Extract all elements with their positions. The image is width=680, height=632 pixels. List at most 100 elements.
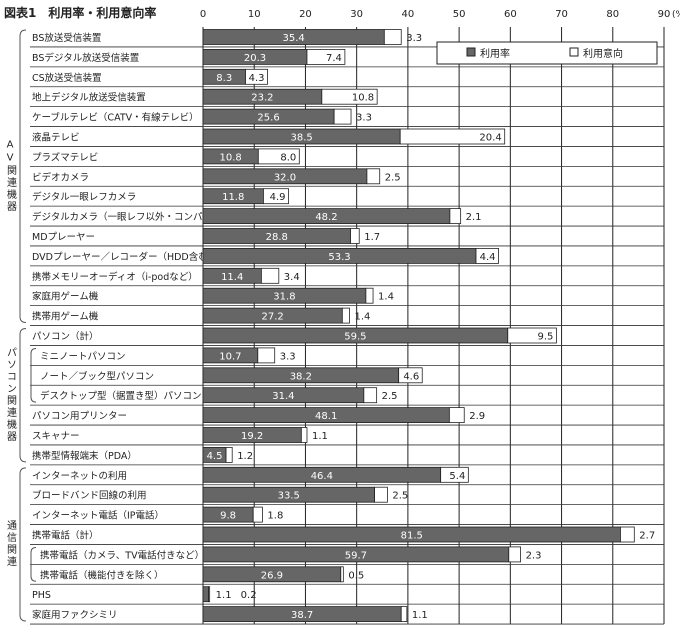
category-label: パソコン用プリンター — [32, 411, 127, 422]
intent-value-label: 10.8 — [352, 93, 374, 104]
use-value-label: 32.0 — [274, 172, 296, 183]
category-label: 携帯電話（計） — [32, 530, 99, 542]
use-value-label: 59.5 — [344, 332, 366, 343]
bar-intent — [383, 29, 402, 45]
intent-value-label: 0.2 — [241, 590, 257, 601]
bar-intent — [400, 606, 408, 622]
legend-label-use: 利用率 — [480, 47, 510, 60]
use-value-label: 48.2 — [315, 212, 337, 223]
legend-swatch-intent — [569, 47, 579, 57]
use-value-label: 19.2 — [241, 431, 263, 442]
use-value-label: 48.1 — [315, 411, 337, 422]
category-label: インターネット電話（IP電話） — [32, 510, 164, 522]
intent-value-label: 3.4 — [284, 272, 300, 283]
category-label: PHS — [32, 590, 51, 601]
subgroup-bracket — [30, 347, 37, 403]
category-label: ミニノートパソコン — [40, 351, 126, 362]
group-bracket — [19, 29, 27, 324]
bar-intent — [366, 168, 381, 185]
category-label: ブロードバンド回線の利用 — [32, 490, 146, 502]
category-label: デジタルカメラ（一眼レフ以外・コンパクト） — [32, 211, 231, 223]
intent-value-label: 3.3 — [406, 33, 422, 44]
bar-intent — [363, 387, 378, 404]
intent-value-label: 5.4 — [449, 471, 465, 482]
category-label: CS放送受信装置 — [32, 72, 102, 84]
use-value-label: 59.7 — [345, 550, 367, 561]
use-value-label: 31.8 — [273, 292, 295, 303]
intent-value-label: 2.5 — [385, 172, 401, 183]
bar-intent — [252, 506, 263, 523]
bar-intent — [321, 88, 378, 105]
category-label: MDプレーヤー — [32, 232, 95, 243]
group-label: 通信関連 — [5, 520, 17, 568]
bar-intent — [208, 586, 211, 603]
bar-intent — [399, 128, 506, 145]
category-label: 家庭用ファクシミリ — [32, 609, 118, 621]
bar-intent — [620, 526, 635, 543]
x-tick-label: 0 — [200, 9, 206, 20]
intent-value-label: 2.5 — [392, 491, 408, 502]
intent-value-label: 2.3 — [526, 550, 542, 561]
intent-value-label: 0.5 — [348, 570, 364, 581]
intent-value-label: 4.4 — [480, 252, 496, 263]
use-value-label: 1.1 — [216, 590, 232, 601]
intent-value-label: 20.4 — [479, 133, 501, 144]
bar-intent — [508, 546, 521, 563]
use-value-label: 35.4 — [283, 33, 305, 44]
intent-value-label: 8.0 — [280, 152, 296, 163]
x-tick-label: 50 — [453, 9, 466, 20]
bar-intent — [263, 188, 289, 205]
bar-intent — [341, 307, 350, 324]
intent-value-label: 2.5 — [382, 391, 398, 402]
intent-value-label: 4.3 — [249, 73, 265, 84]
use-value-label: 25.6 — [257, 113, 279, 124]
x-tick-label: 30 — [350, 9, 363, 20]
group-label: AV関連機器 — [5, 139, 17, 213]
category-label: デジタル一眼レフカメラ — [32, 191, 136, 203]
use-value-label: 33.5 — [278, 491, 300, 502]
bar-intent — [245, 68, 268, 85]
intent-value-label: 2.7 — [639, 531, 655, 542]
x-tick-label: 20 — [299, 9, 312, 20]
use-value-label: 11.4 — [221, 272, 243, 283]
category-label: パソコン（計） — [32, 331, 99, 343]
bar-intent — [333, 108, 352, 125]
legend-box — [436, 41, 658, 65]
bar-intent — [340, 566, 344, 583]
intent-value-label: 1.4 — [378, 292, 394, 303]
use-value-label: 46.4 — [311, 471, 333, 482]
x-tick-label: 60 — [504, 9, 517, 20]
chart-title: 図表1 利用率・利用意向率 — [4, 5, 156, 20]
intent-value-label: 1.8 — [267, 511, 283, 522]
bar-intent — [398, 367, 423, 384]
intent-value-label: 4.6 — [403, 371, 419, 382]
intent-value-label: 1.4 — [354, 312, 370, 323]
use-value-label: 81.5 — [401, 531, 423, 542]
bar-intent — [306, 49, 346, 65]
use-value-label: 9.8 — [220, 511, 236, 522]
intent-value-label: 4.9 — [270, 192, 286, 203]
bar-use — [202, 586, 210, 603]
category-label: インターネットの利用 — [32, 470, 127, 482]
bar-intent — [225, 446, 233, 463]
use-value-label: 10.7 — [219, 351, 241, 362]
intent-value-label: 1.2 — [237, 451, 253, 462]
category-label: BS放送受信装置 — [32, 32, 101, 44]
bar-intent — [507, 327, 557, 344]
intent-value-label: 1.1 — [312, 431, 328, 442]
bar-intent — [260, 267, 280, 284]
category-label: 液晶テレビ — [32, 132, 80, 144]
category-label: 携帯電話（機能付きを除く） — [40, 569, 164, 581]
use-value-label: 38.7 — [291, 610, 313, 621]
bar-intent — [257, 148, 300, 165]
bar-intent — [440, 466, 469, 483]
category-label: BSデジタル放送受信装置 — [32, 52, 139, 64]
intent-value-label: 3.3 — [280, 351, 296, 362]
use-value-label: 31.4 — [272, 391, 294, 402]
use-value-label: 20.3 — [244, 53, 266, 64]
use-value-label: 10.8 — [220, 152, 242, 163]
intent-value-label: 9.5 — [538, 332, 554, 343]
bar-intent — [350, 228, 360, 244]
